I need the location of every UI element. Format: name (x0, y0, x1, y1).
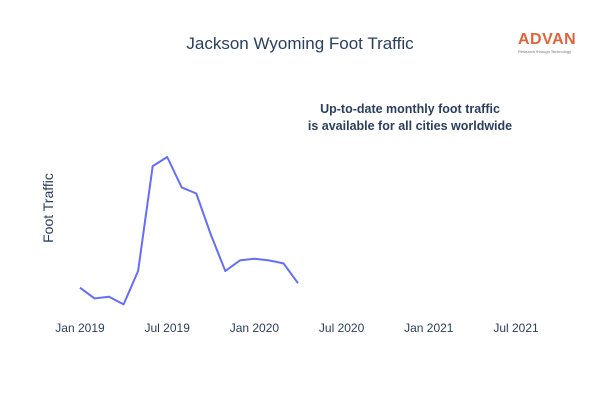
x-tick-label: Jan 2020 (230, 321, 280, 335)
series-line-0 (79, 156, 299, 306)
annotation-line-1: Up-to-date monthly foot traffic (320, 102, 500, 116)
advan-logo: ADVAN Research through Technology (518, 31, 577, 55)
x-axis-ticks: Jan 2019 Jul 2019 Jan 2020 Jul 2020 Jan 2021… (55, 321, 539, 335)
series-layer (79, 156, 299, 306)
x-tick-label: Jul 2021 (493, 321, 539, 335)
logo-wordmark: ADVAN (518, 31, 577, 48)
x-tick-label: Jul 2019 (145, 321, 191, 335)
x-tick-label: Jan 2021 (404, 321, 454, 335)
chart-title: Jackson Wyoming Foot Traffic (186, 34, 414, 53)
x-tick-label: Jul 2020 (319, 321, 365, 335)
logo-tagline: Research through Technology (518, 49, 572, 54)
x-tick-label: Jan 2019 (55, 321, 105, 335)
annotation-line-2: is available for all cities worldwide (307, 119, 513, 133)
chart-annotation: Up-to-date monthly foot traffic is avail… (270, 101, 550, 135)
